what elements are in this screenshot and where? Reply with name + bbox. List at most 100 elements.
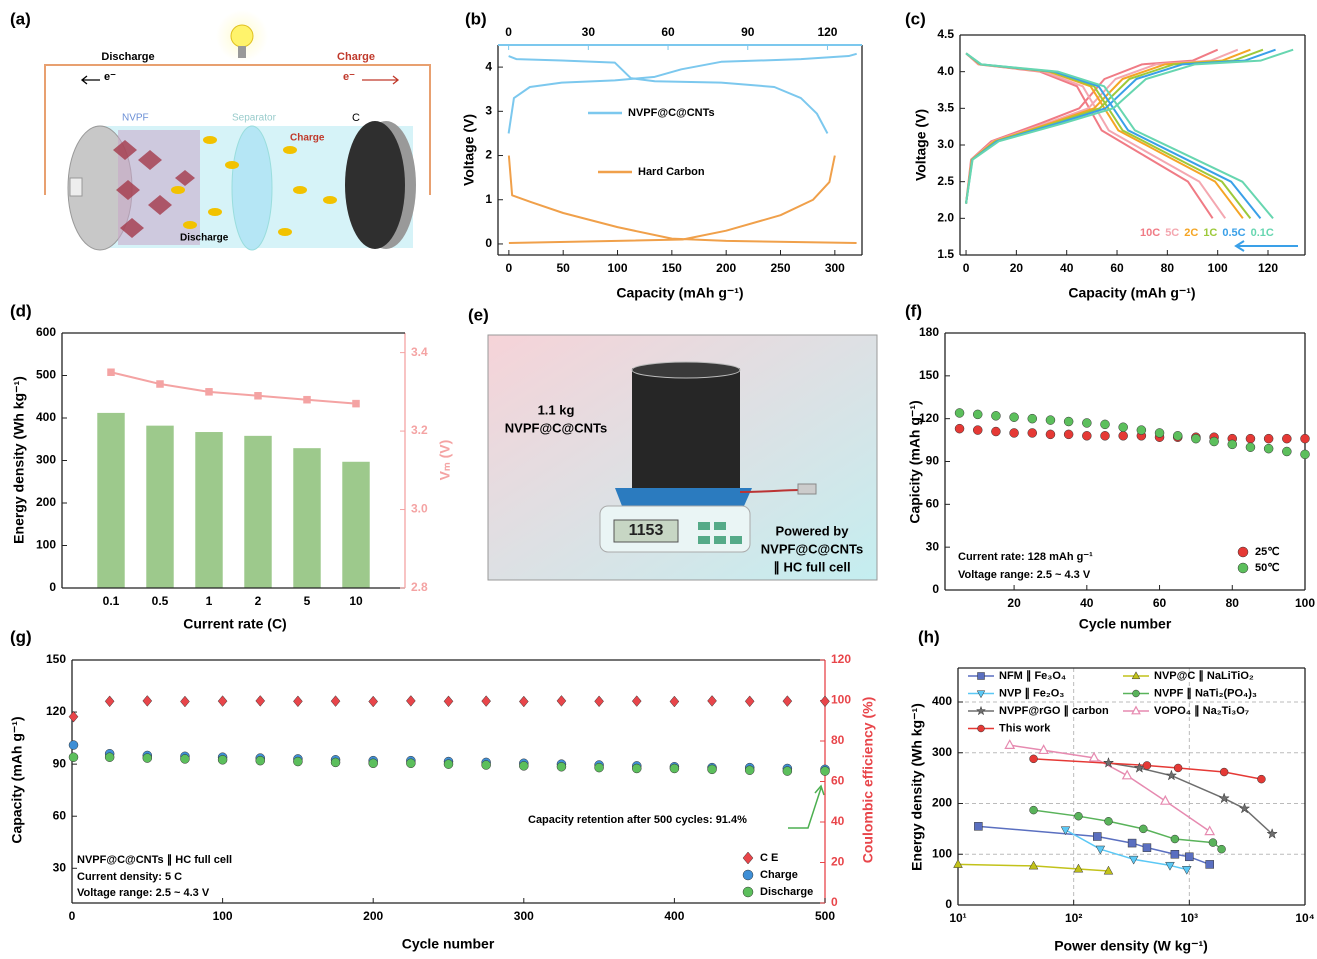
marker [256,756,265,765]
marker [293,757,302,766]
marker [1028,428,1037,437]
y2-tick-label: 3.4 [411,345,428,359]
legend-swatch [1133,690,1140,697]
marker [632,764,641,773]
x-axis-title: Cycle number [402,936,495,952]
x-tick-label: 0.1 [103,594,120,608]
x-tick-label: 200 [363,909,383,923]
panel-label: (d) [10,301,32,320]
annotation: Voltage range: 2.5 ~ 4.3 V [77,887,210,899]
panel-label: (f) [905,301,922,320]
legend-label: 50℃ [1255,562,1280,574]
marker [353,400,360,407]
marker [1301,450,1310,459]
x2-tick-label: 120 [817,25,837,39]
x-tick-label: 100 [213,909,233,923]
x-tick-label: 300 [825,261,845,275]
x-tick-label: 2 [255,594,262,608]
bulb [231,25,253,47]
y-tick-label: 100 [932,846,952,860]
marker [1264,444,1273,453]
marker [1209,839,1217,847]
x-tick-label: 250 [770,261,790,275]
x-tick-label: 200 [716,261,736,275]
y-tick-label: 400 [932,694,952,708]
legend-label: NFM ∥ Fe₃O₄ [999,670,1066,682]
marker [1143,761,1151,769]
x-tick-label: 10 [349,594,363,608]
y2-tick-label: 3.2 [411,423,428,437]
figure: (a) Discharge Charge e⁻ e⁻ NVPF Separato… [0,0,1317,959]
marker [1101,420,1110,429]
marker [406,759,415,768]
legend-swatch [743,870,753,880]
label: NVPF [122,113,149,124]
annotation: Current density: 5 C [77,871,182,883]
legend-label: NVP@C ∥ NaLiTiO₂ [1154,670,1254,682]
panel-label: (e) [468,305,489,324]
scale-plate [615,488,752,506]
separator [232,126,272,250]
legend-label: NVPF ∥ NaTi₂(PO₄)₃ [1154,687,1257,699]
marker [955,408,964,417]
x-tick-label: 0 [506,261,513,275]
x-axis-title: Capacity (mAh g⁻¹) [616,285,743,301]
legend-label: NVPF@C@CNTs [628,107,715,119]
marker [1074,812,1082,820]
marker [1119,423,1128,432]
marker [557,762,566,771]
legend-swatch [978,673,985,680]
y2-tick-label: 100 [831,693,851,707]
y-tick-label: 30 [53,860,67,874]
y-tick-label: 400 [36,410,56,424]
marker [69,753,78,762]
x-tick-label: 80 [1161,261,1175,275]
legend-label: 10C [1140,227,1160,239]
x-tick-label: 10³ [1181,911,1198,925]
x-tick-label: 40 [1080,596,1094,610]
marker [991,411,1000,420]
marker [1064,417,1073,426]
x-axis-title: Cycle number [1079,616,1172,632]
marker [1137,426,1146,435]
bar [293,448,320,588]
marker [519,761,528,770]
label: C [352,112,360,124]
panel-label: (h) [918,627,940,646]
marker [1246,434,1255,443]
marker [1104,817,1112,825]
y-tick-label: 200 [36,495,56,509]
y2-tick-label: 120 [831,652,851,666]
legend-label: C E [760,852,778,864]
y2-tick-label: 40 [831,814,845,828]
y-tick-label: 0 [932,582,939,596]
y-tick-label: 4 [485,59,492,73]
marker [670,764,679,773]
marker [1128,839,1136,847]
marker [1191,434,1200,443]
legend-label: 25℃ [1255,546,1280,558]
legend-swatch [1238,563,1248,573]
panel-label: (b) [465,9,487,28]
marker [108,369,115,376]
legend-label: VOPO₄ ∥ Na₂Ti₃O₇ [1154,705,1249,717]
bar [342,462,369,588]
marker [1082,418,1091,427]
x-tick-label: 0.5 [152,594,169,608]
marker [1155,428,1164,437]
x-tick-label: 10² [1065,911,1082,925]
legend-label: NVP ∥ Fe₂O₃ [999,687,1064,699]
beaker-rim [632,362,740,378]
marker [304,396,311,403]
marker [1301,434,1310,443]
bar [97,413,124,588]
marker [1046,416,1055,425]
marker [1185,853,1193,861]
marker [1228,440,1237,449]
y2-tick-label: 80 [831,733,845,747]
panel-label: (g) [10,627,32,646]
marker [1174,764,1182,772]
marker [1101,431,1110,440]
y2-axis-title: Vₘ (V) [437,440,453,481]
y-tick-label: 100 [36,538,56,552]
